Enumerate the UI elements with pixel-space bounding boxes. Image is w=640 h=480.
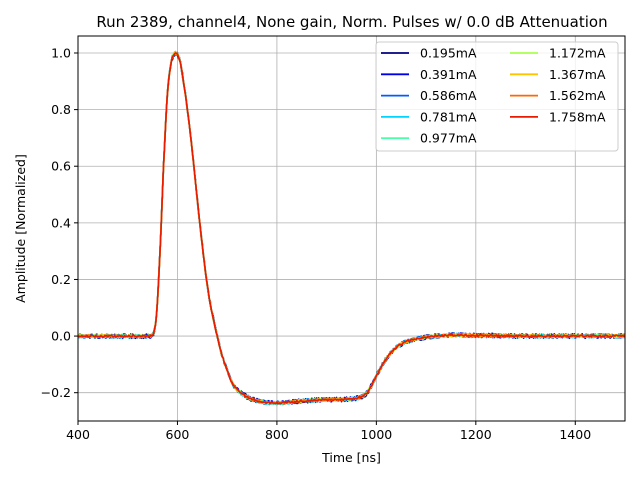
x-tick-label: 800 bbox=[265, 427, 289, 442]
legend-label: 0.586mA bbox=[420, 88, 477, 103]
chart-title: Run 2389, channel4, None gain, Norm. Pul… bbox=[96, 13, 607, 31]
x-tick-label: 400 bbox=[66, 427, 90, 442]
x-tick-label: 1400 bbox=[559, 427, 591, 442]
y-tick-label: 0.4 bbox=[51, 215, 71, 230]
y-tick-label: 1.0 bbox=[51, 45, 71, 60]
legend-box bbox=[375, 41, 619, 152]
x-tick-label: 1000 bbox=[360, 427, 392, 442]
series-lines bbox=[78, 50, 625, 406]
x-tick-label: 1200 bbox=[460, 427, 492, 442]
y-tick-label: 0.2 bbox=[51, 272, 71, 287]
axis-ticks: 400 600 800 1000 1200 1400 −0.2 0.0 0.2 0.4 0.6 0.8… bbox=[41, 45, 592, 442]
legend-label: 1.367mA bbox=[549, 67, 606, 82]
x-axis-label: Time [ns] bbox=[321, 450, 381, 465]
y-tick-label: −0.2 bbox=[41, 385, 71, 400]
legend-label: 1.172mA bbox=[549, 46, 606, 61]
y-tick-label: 0.6 bbox=[51, 159, 71, 174]
legend-label: 1.562mA bbox=[549, 88, 606, 103]
y-tick-label: 0.8 bbox=[51, 102, 71, 117]
x-tick-label: 600 bbox=[166, 427, 190, 442]
grid-lines bbox=[77, 36, 625, 421]
plot-area-frame bbox=[77, 35, 626, 422]
legend: 0.195mA 0.391mA 0.586mA 0.781mA 0.977mA 1.172… bbox=[375, 41, 619, 152]
legend-label: 0.391mA bbox=[420, 67, 477, 82]
legend-label: 1.758mA bbox=[549, 109, 606, 124]
series-line-1-758mA bbox=[78, 52, 625, 405]
legend-label: 0.781mA bbox=[420, 109, 477, 124]
y-tick-label: 0.0 bbox=[51, 329, 71, 344]
y-axis-label: Amplitude [Normalized] bbox=[13, 154, 28, 303]
legend-label: 0.977mA bbox=[420, 131, 477, 146]
legend-label: 0.195mA bbox=[420, 46, 477, 61]
